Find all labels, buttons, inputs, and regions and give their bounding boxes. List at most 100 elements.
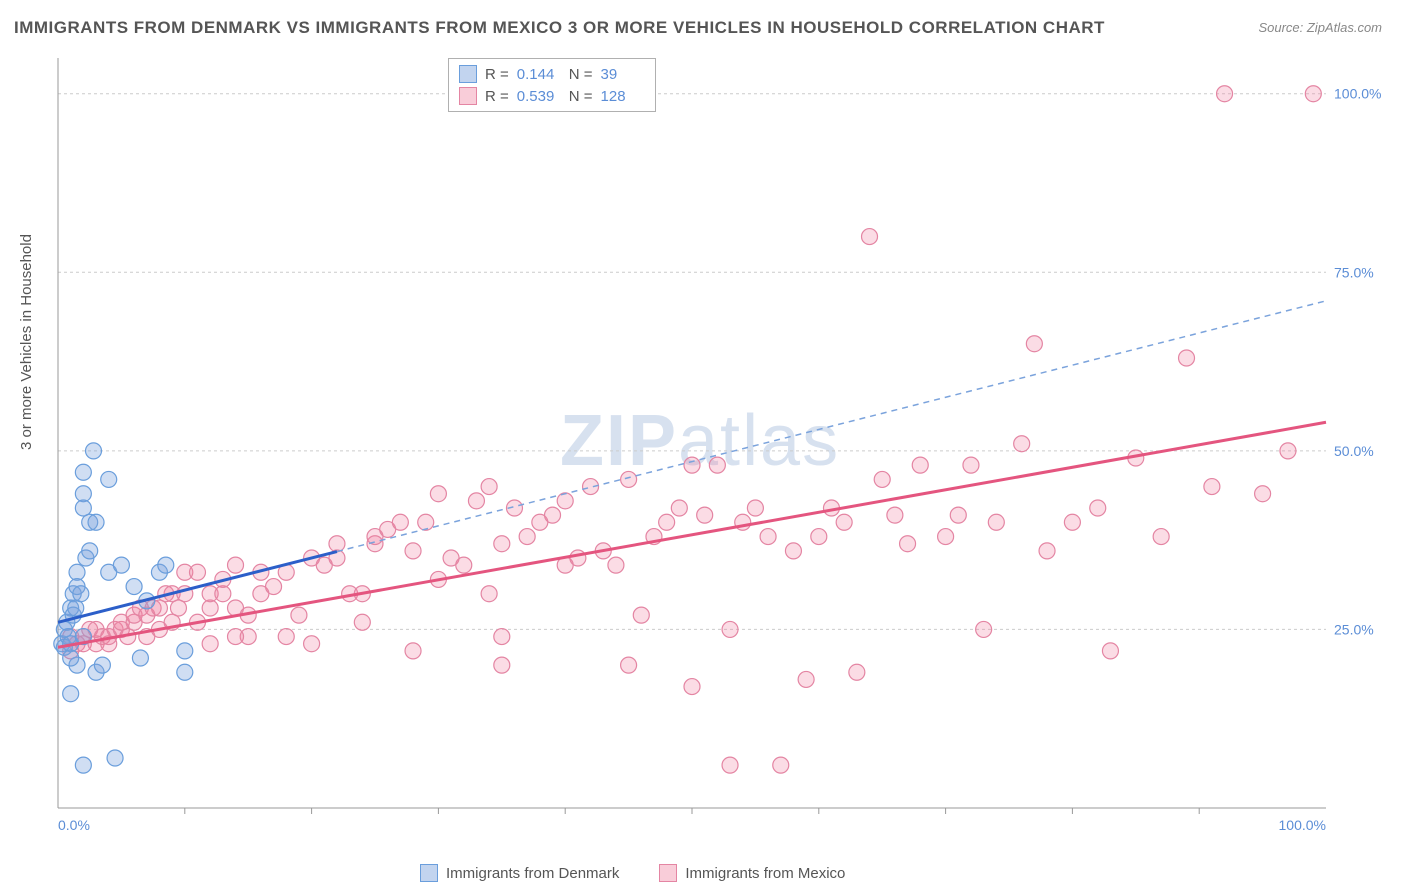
point-denmark (63, 650, 79, 666)
point-mexico (1255, 486, 1271, 502)
point-denmark (86, 443, 102, 459)
n-label: N = (569, 88, 593, 105)
correlation-legend: R = 0.144 N = 39 R = 0.539 N = 128 (448, 58, 656, 112)
point-mexico (874, 471, 890, 487)
point-mexico (189, 564, 205, 580)
point-mexico (291, 607, 307, 623)
point-mexico (481, 586, 497, 602)
point-mexico (1204, 479, 1220, 495)
y-tick-label: 25.0% (1334, 621, 1374, 637)
point-mexico (849, 664, 865, 680)
point-denmark (88, 514, 104, 530)
n-label: N = (569, 66, 593, 83)
legend-row-mexico: R = 0.539 N = 128 (459, 85, 645, 107)
point-mexico (938, 529, 954, 545)
point-mexico (494, 629, 510, 645)
point-mexico (963, 457, 979, 473)
point-mexico (697, 507, 713, 523)
point-mexico (798, 671, 814, 687)
point-mexico (785, 543, 801, 559)
point-mexico (1280, 443, 1296, 459)
point-mexico (519, 529, 535, 545)
point-denmark (68, 600, 84, 616)
point-mexico (950, 507, 966, 523)
point-mexico (392, 514, 408, 530)
r-value-mexico: 0.539 (517, 88, 561, 105)
point-mexico (202, 600, 218, 616)
point-mexico (887, 507, 903, 523)
point-mexico (773, 757, 789, 773)
point-denmark (107, 750, 123, 766)
point-mexico (747, 500, 763, 516)
swatch-denmark-icon (420, 864, 438, 882)
chart-svg: 25.0%50.0%75.0%100.0%0.0%100.0% (48, 48, 1386, 848)
legend-label-mexico: Immigrants from Mexico (685, 865, 845, 882)
swatch-denmark-icon (459, 65, 477, 83)
point-denmark (177, 664, 193, 680)
legend-row-denmark: R = 0.144 N = 39 (459, 63, 645, 85)
point-mexico (215, 586, 231, 602)
point-mexico (1217, 86, 1233, 102)
point-mexico (659, 514, 675, 530)
point-mexico (1179, 350, 1195, 366)
point-denmark (177, 643, 193, 659)
r-label: R = (485, 88, 509, 105)
source-attribution: Source: ZipAtlas.com (1258, 20, 1382, 35)
point-mexico (202, 636, 218, 652)
point-mexico (1039, 543, 1055, 559)
point-mexico (468, 493, 484, 509)
point-mexico (836, 514, 852, 530)
x-tick-label: 100.0% (1279, 817, 1326, 833)
point-mexico (684, 457, 700, 473)
point-mexico (405, 643, 421, 659)
point-mexico (1153, 529, 1169, 545)
point-mexico (988, 514, 1004, 530)
point-mexico (1064, 514, 1080, 530)
y-axis-label: 3 or more Vehicles in Household (18, 234, 35, 450)
point-denmark (158, 557, 174, 573)
point-mexico (900, 536, 916, 552)
swatch-mexico-icon (659, 864, 677, 882)
point-mexico (329, 536, 345, 552)
point-mexico (278, 629, 294, 645)
scatter-chart: 25.0%50.0%75.0%100.0%0.0%100.0% (48, 48, 1386, 848)
point-mexico (684, 679, 700, 695)
point-denmark (63, 686, 79, 702)
chart-title: IMMIGRANTS FROM DENMARK VS IMMIGRANTS FR… (14, 18, 1105, 38)
point-denmark (73, 586, 89, 602)
point-denmark (132, 650, 148, 666)
point-denmark (75, 486, 91, 502)
point-mexico (722, 621, 738, 637)
r-label: R = (485, 66, 509, 83)
point-mexico (671, 500, 687, 516)
point-mexico (709, 457, 725, 473)
point-mexico (228, 557, 244, 573)
legend-label-denmark: Immigrants from Denmark (446, 865, 619, 882)
point-mexico (557, 493, 573, 509)
legend-item-mexico: Immigrants from Mexico (659, 864, 845, 882)
point-mexico (1305, 86, 1321, 102)
point-mexico (354, 614, 370, 630)
r-value-denmark: 0.144 (517, 66, 561, 83)
point-mexico (1090, 500, 1106, 516)
point-mexico (722, 757, 738, 773)
y-tick-label: 100.0% (1334, 86, 1381, 102)
point-denmark (126, 579, 142, 595)
point-denmark (75, 500, 91, 516)
point-mexico (621, 471, 637, 487)
point-mexico (405, 543, 421, 559)
point-mexico (976, 621, 992, 637)
point-denmark (75, 464, 91, 480)
legend-item-denmark: Immigrants from Denmark (420, 864, 619, 882)
point-mexico (1026, 336, 1042, 352)
point-mexico (481, 479, 497, 495)
trend-mexico (58, 422, 1326, 647)
point-denmark (82, 543, 98, 559)
point-denmark (101, 471, 117, 487)
y-tick-label: 75.0% (1334, 264, 1374, 280)
x-tick-label: 0.0% (58, 817, 90, 833)
point-mexico (456, 557, 472, 573)
series-legend: Immigrants from Denmark Immigrants from … (420, 864, 845, 882)
point-mexico (545, 507, 561, 523)
n-value-denmark: 39 (601, 66, 645, 83)
